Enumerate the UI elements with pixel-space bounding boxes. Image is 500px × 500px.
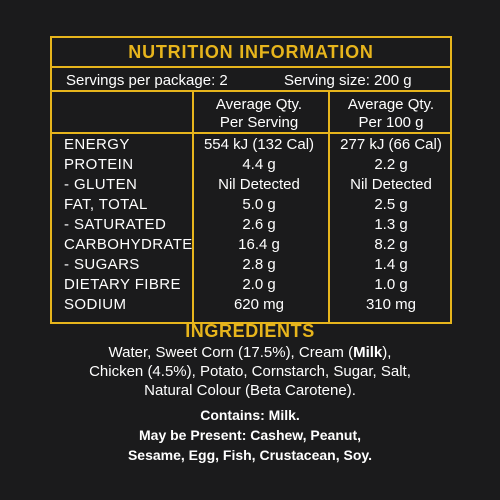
serving-size: Serving size: 200 g — [284, 72, 412, 89]
per-100g-header-line1: Average Qty. — [347, 96, 435, 113]
per-serving-header-line1: Average Qty. — [215, 96, 303, 113]
allergen-milk: Milk — [353, 344, 383, 361]
nutrient-name: ENERGY — [64, 136, 130, 153]
nutrient-name: SODIUM — [64, 296, 127, 313]
nutrient-row-carbohydrate: CARBOHYDRATE 16.4 g 8.2 g — [52, 236, 450, 256]
nutrient-name: - SUGARS — [64, 256, 140, 273]
nutrient-name: - SATURATED — [64, 216, 167, 233]
divider — [52, 66, 450, 68]
per-serving-value: 554 kJ (132 Cal) — [203, 136, 315, 153]
servings-per-package: Servings per package: 2 — [66, 72, 228, 89]
nutrient-row-energy: ENERGY 554 kJ (132 Cal) 277 kJ (66 Cal) — [52, 136, 450, 156]
per-100g-value: 1.0 g — [374, 276, 408, 293]
may-be-present-line-2: Sesame, Egg, Fish, Crustacean, Soy. — [127, 447, 373, 463]
nutrient-name: CARBOHYDRATE — [64, 236, 193, 253]
column-divider — [328, 90, 330, 322]
nutrient-name: DIETARY FIBRE — [64, 276, 181, 293]
ingredients-line-1: Water, Sweet Corn (17.5%), Cream (Milk), — [60, 343, 440, 362]
column-divider — [192, 90, 194, 322]
per-100g-value: 1.3 g — [374, 216, 408, 233]
per-100g-value: Nil Detected — [350, 176, 432, 193]
may-be-present-statement: May be Present: Cashew, Peanut, Sesame, … — [60, 425, 440, 465]
per-100g-value: 310 mg — [365, 296, 417, 313]
divider — [52, 90, 450, 92]
per-100g-value: 8.2 g — [374, 236, 408, 253]
nutrient-name: - GLUTEN — [64, 176, 138, 193]
per-serving-header-line2: Per Serving — [219, 114, 299, 131]
nutrient-row-sugars: - SUGARS 2.8 g 1.4 g — [52, 256, 450, 276]
nutrient-name: PROTEIN — [64, 156, 134, 173]
nutrient-row-saturated: - SATURATED 2.6 g 1.3 g — [52, 216, 450, 236]
contains-statement: Contains: Milk. — [200, 407, 300, 423]
per-100g-value: 1.4 g — [374, 256, 408, 273]
nutrient-row-dietary-fibre: DIETARY FIBRE 2.0 g 1.0 g — [52, 276, 450, 296]
per-serving-value: 16.4 g — [238, 236, 280, 253]
per-100g-value: 2.5 g — [374, 196, 408, 213]
per-serving-value: 4.4 g — [242, 156, 276, 173]
ingredients-text: ), — [382, 344, 392, 361]
nutrient-row-sodium: SODIUM 620 mg 310 mg — [52, 296, 450, 316]
per-100g-header-line2: Per 100 g — [358, 114, 424, 131]
nutrient-name: FAT, TOTAL — [64, 196, 148, 213]
may-be-present-line-1: May be Present: Cashew, Peanut, — [139, 427, 361, 443]
nutrient-row-fat-total: FAT, TOTAL 5.0 g 2.5 g — [52, 196, 450, 216]
per-serving-value: 620 mg — [233, 296, 285, 313]
per-serving-value: 5.0 g — [242, 196, 276, 213]
nutrition-title: NUTRITION INFORMATION — [128, 42, 374, 62]
per-100g-value: 277 kJ (66 Cal) — [340, 136, 442, 153]
nutrition-panel: NUTRITION INFORMATION Servings per packa… — [50, 36, 452, 324]
ingredients-text: Water, Sweet Corn (17.5%), Cream ( — [108, 344, 354, 361]
per-serving-value: 2.0 g — [242, 276, 276, 293]
ingredients-list: Water, Sweet Corn (17.5%), Cream (Milk),… — [60, 343, 440, 400]
per-100g-header: Average Qty. Per 100 g — [326, 96, 456, 132]
ingredients-line-3: Natural Colour (Beta Carotene). — [144, 382, 356, 399]
per-serving-value: Nil Detected — [218, 176, 300, 193]
per-serving-value: 2.8 g — [242, 256, 276, 273]
nutrient-row-protein: PROTEIN 4.4 g 2.2 g — [52, 156, 450, 176]
ingredients-title: INGREDIENTS — [185, 321, 315, 341]
ingredients-line-2: Chicken (4.5%), Potato, Cornstarch, Suga… — [89, 363, 411, 380]
per-serving-value: 2.6 g — [242, 216, 276, 233]
nutrient-row-gluten: - GLUTEN Nil Detected Nil Detected — [52, 176, 450, 196]
per-100g-value: 2.2 g — [374, 156, 408, 173]
per-serving-header: Average Qty. Per Serving — [194, 96, 324, 132]
divider — [52, 132, 450, 134]
